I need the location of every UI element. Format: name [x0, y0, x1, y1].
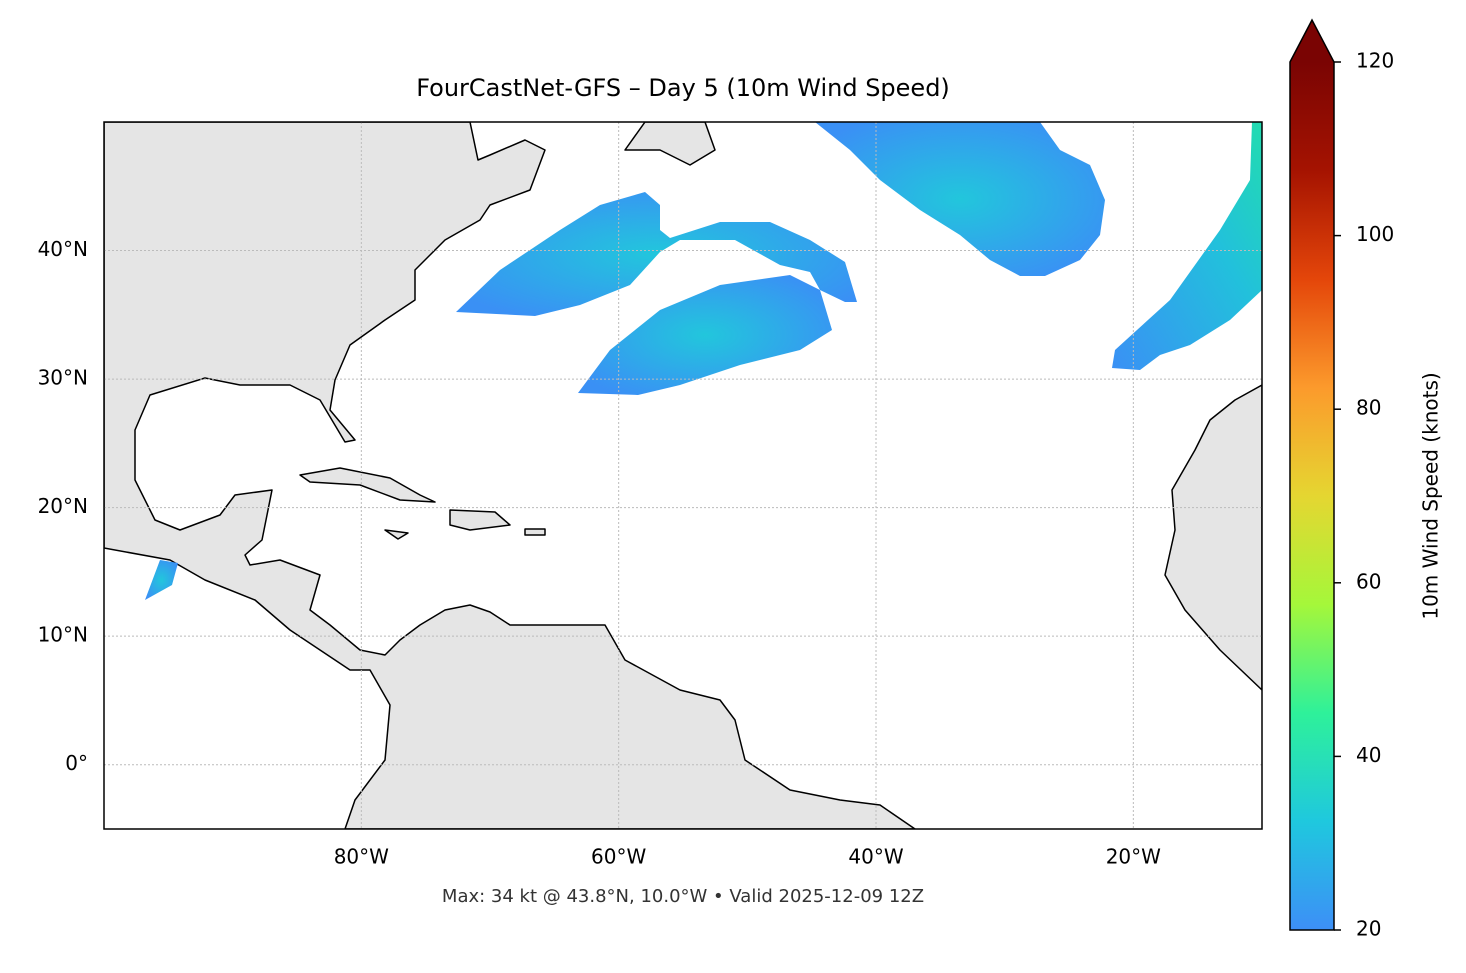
land-newfoundland: [624, 122, 716, 166]
colorbar-tick-label: 60: [1356, 569, 1381, 593]
colorbar: 20 40 60 80 100 120: [1289, 18, 1394, 941]
colorbar-frame: [1289, 18, 1335, 931]
land-puerto-rico: [524, 528, 546, 536]
plot-frame: [103, 121, 1263, 830]
colorbar-tick-label: 100: [1356, 222, 1394, 246]
colorbar-label: 10m Wind Speed (knots): [1419, 372, 1443, 619]
land-africa: [1164, 384, 1262, 691]
y-tick-label: 10°N: [38, 623, 88, 647]
axes: 80°W 60°W 40°W 20°W 0° 10°N 20°N 30°N 40°N: [38, 237, 1162, 868]
y-tick-label: 40°N: [38, 237, 88, 261]
x-tick-label: 40°W: [848, 845, 903, 869]
grid: [104, 122, 1262, 829]
y-tick-label: 20°N: [38, 494, 88, 518]
chart-title: FourCastNet-GFS – Day 5 (10m Wind Speed): [416, 74, 950, 102]
x-tick-label: 60°W: [591, 845, 646, 869]
colorbar-tick-label: 80: [1356, 396, 1381, 420]
colorbar-tick-label: 20: [1356, 917, 1381, 941]
land-jamaica: [384, 529, 409, 540]
colorbar-tick-label: 120: [1356, 49, 1394, 73]
colorbar-ramp: [1290, 62, 1334, 930]
land-cuba: [299, 467, 436, 503]
wind-area: [1112, 122, 1262, 370]
colorbar-extend: [1290, 20, 1334, 62]
wind-area: [815, 122, 1105, 276]
land-americas: [104, 122, 916, 829]
map-layer: [104, 122, 1262, 829]
y-tick-label: 30°N: [38, 366, 88, 390]
wind-area: [145, 560, 178, 600]
annotation: Max: 34 kt @ 43.8°N, 10.0°W • Valid 2025…: [442, 886, 924, 907]
x-tick-label: 20°W: [1106, 845, 1161, 869]
y-tick-label: 0°: [65, 751, 88, 775]
wind-area: [578, 275, 832, 395]
x-tick-label: 80°W: [334, 845, 389, 869]
wind-area: [456, 192, 857, 316]
colorbar-tick-label: 40: [1356, 743, 1381, 767]
land-hispaniola: [449, 509, 511, 531]
